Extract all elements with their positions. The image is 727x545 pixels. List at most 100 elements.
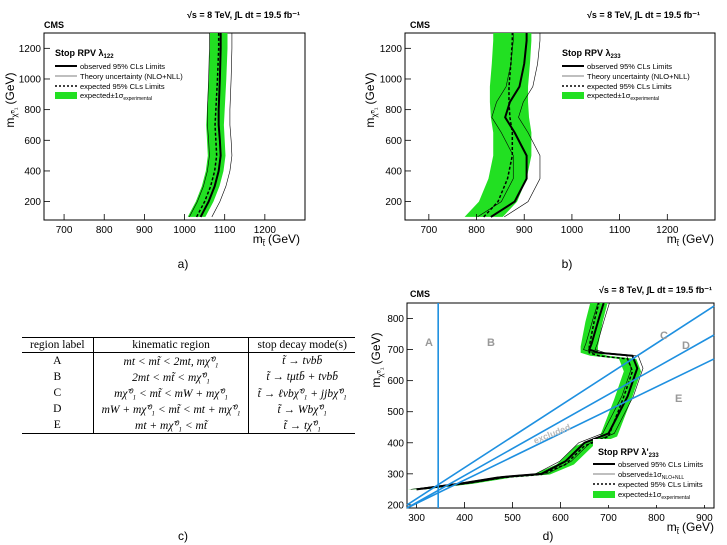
- row-label: B: [22, 369, 94, 385]
- row-decay: t̃ → Wbχ̃⁰₁: [277, 404, 327, 416]
- panel-a-energy-label: √s = 8 TeV, ∫L dt = 19.5 fb⁻¹: [187, 10, 300, 20]
- panel-b-caption: b): [562, 257, 573, 271]
- table-row: A mt < mt̃ < 2mt, mχ̃⁰₁ t̃ → tνbb̄: [22, 352, 355, 369]
- expected-line-b: [483, 33, 514, 218]
- x-tick-label: 1200: [254, 225, 277, 236]
- panel-b-energy-label: √s = 8 TeV, ∫L dt = 19.5 fb⁻¹: [587, 10, 700, 20]
- expected-band-d: [407, 303, 642, 490]
- x-tick-label: 900: [696, 513, 713, 524]
- table-row: E mt + mχ̃⁰₁ < mt̃ t̃ → tχ̃⁰₁: [22, 417, 355, 434]
- y-tick-label: 400: [24, 166, 41, 177]
- y-tick-label: 800: [387, 314, 404, 325]
- panel-d-ylabel: mχ̃⁰₁(GeV): [369, 332, 385, 387]
- theory-line-a-1: [189, 33, 210, 218]
- y-tick-label: 1000: [380, 74, 403, 85]
- panel-d-legend-obs-band: observed±1σNLO+NLL: [618, 470, 684, 481]
- y-tick-label: 500: [387, 407, 404, 418]
- row-kinematic: mχ̃⁰₁ < mt̃ < mW + mχ̃⁰₁: [93, 385, 250, 401]
- panel-b-frame: [404, 32, 716, 221]
- panel-a-xlabel: mt̃ (GeV): [253, 232, 300, 248]
- row-label: A: [22, 352, 94, 369]
- panel-a-ylabel: mχ̃⁰₁(GeV): [3, 72, 19, 127]
- y-tick-label: 1000: [19, 74, 42, 85]
- row-label: E: [22, 417, 94, 434]
- row-kinematic: mt < mt̃ < 2mt, mχ̃⁰₁: [93, 352, 250, 369]
- panel-a: CMS √s = 8 TeV, ∫L dt = 19.5 fb⁻¹ 700 800…: [3, 10, 306, 271]
- panel-a-legend-expected: expected 95% CLs Limits: [80, 82, 165, 91]
- row-decay: t̃ → tνbb̄: [282, 355, 323, 367]
- region-label-e: E: [675, 393, 682, 405]
- panel-d: CMS √s = 8 TeV, ∫L dt = 19.5 fb⁻¹ 300 400…: [369, 285, 715, 543]
- region-label-a: A: [425, 337, 433, 349]
- panel-a-cms-label: CMS: [44, 20, 64, 30]
- region-table: region label kinematic region stop decay…: [22, 337, 355, 434]
- panel-a-legend-observed: observed 95% CLs Limits: [80, 62, 165, 71]
- header-region-label: region label: [22, 337, 94, 353]
- y-tick-label: 800: [24, 105, 41, 116]
- kinematic-boundary-3: [406, 358, 715, 509]
- x-tick-label: 700: [56, 225, 73, 236]
- panel-d-caption: d): [543, 529, 554, 543]
- observed-line-d: [416, 302, 639, 491]
- region-label-c: C: [660, 330, 668, 342]
- panel-d-legend-title: Stop RPV λ'233: [598, 447, 659, 459]
- observed-line-a: [199, 33, 222, 218]
- panel-c-caption: c): [178, 529, 188, 543]
- y-tick-label: 1200: [380, 44, 403, 55]
- row-label: D: [22, 401, 94, 417]
- panel-d-xlabel: mt̃ (GeV): [667, 520, 714, 536]
- y-tick-label: 600: [385, 136, 402, 147]
- panel-b-xlabel: mt̃ (GeV): [667, 232, 714, 248]
- panel-a-legend-band: expected±1σexperimental: [80, 91, 152, 102]
- x-tick-label: 1000: [561, 225, 584, 236]
- x-tick-label: 300: [408, 513, 425, 524]
- kinematic-boundary-1: [406, 334, 715, 509]
- region-label-b: B: [487, 337, 495, 349]
- y-tick-label: 300: [387, 469, 404, 480]
- panel-d-legend-band-swatch: [593, 491, 615, 498]
- x-tick-label: 1200: [656, 225, 679, 236]
- x-tick-label: 700: [421, 225, 438, 236]
- y-tick-label: 600: [24, 136, 41, 147]
- row-decay: t̃ → ℓνbχ̃⁰₁ + jjbχ̃⁰₁: [257, 388, 347, 400]
- panel-b-legend-band: expected±1σexperimental: [587, 91, 659, 102]
- panel-d-legend-observed: observed 95% CLs Limits: [618, 460, 703, 469]
- table-row: B 2mt < mt̃ < mχ̃⁰₁ t̃ → tμtb̄ + tνbb̄: [22, 369, 355, 385]
- observed-line-b: [490, 33, 528, 218]
- row-kinematic: 2mt < mt̃ < mχ̃⁰₁: [93, 369, 250, 385]
- panel-a-plot: 700 800 900 1000 1100 1200 200 400 600 800 1000 120…: [19, 33, 277, 236]
- panel-d-legend-expected: expected 95% CLs Limits: [618, 480, 703, 489]
- panel-b-legend-title: Stop RPV λ233: [562, 48, 621, 60]
- table-row: C mχ̃⁰₁ < mt̃ < mW + mχ̃⁰₁ t̃ → ℓνbχ̃⁰₁ …: [22, 385, 355, 401]
- expected-band-b: [464, 33, 532, 217]
- theory-line-b-0: [504, 33, 541, 218]
- region-table-header: region label kinematic region stop decay…: [22, 337, 355, 353]
- panel-b: CMS √s = 8 TeV, ∫L dt = 19.5 fb⁻¹ 700 800…: [363, 10, 716, 271]
- panel-d-legend-band: expected±1σexperimental: [618, 490, 690, 501]
- panel-b-legend-band-swatch: [562, 92, 584, 99]
- table-row: D mW + mχ̃⁰₁ < mt̃ < mt + mχ̃⁰₁ t̃ → Wbχ…: [22, 401, 355, 417]
- panel-d-cms-label: CMS: [410, 289, 430, 299]
- panel-a-legend-band-swatch: [55, 92, 77, 99]
- panel-a-legend-theory: Theory uncertainty (NLO+NLL): [80, 72, 183, 81]
- panel-a-frame: [43, 32, 306, 221]
- panel-a-caption: a): [178, 257, 189, 271]
- y-tick-label: 1200: [19, 44, 42, 55]
- y-tick-label: 200: [387, 500, 404, 511]
- y-tick-label: 400: [385, 166, 402, 177]
- row-kinematic: mW + mχ̃⁰₁ < mt̃ < mt + mχ̃⁰₁: [93, 401, 250, 417]
- panel-b-cms-label: CMS: [410, 20, 430, 30]
- region-label-d: D: [682, 340, 690, 352]
- panel-b-legend-observed: observed 95% CLs Limits: [587, 62, 672, 71]
- panel-b-legend-expected: expected 95% CLs Limits: [587, 82, 672, 91]
- theory-line-a-0: [211, 33, 233, 218]
- x-tick-label: 800: [96, 225, 113, 236]
- panel-b-ylabel: mχ̃⁰₁(GeV): [363, 72, 379, 127]
- y-tick-label: 800: [385, 105, 402, 116]
- y-tick-label: 200: [24, 197, 41, 208]
- expected-line-a: [195, 33, 220, 218]
- x-tick-label: 600: [552, 513, 569, 524]
- x-tick-label: 900: [136, 225, 153, 236]
- x-tick-label: 1100: [214, 225, 236, 236]
